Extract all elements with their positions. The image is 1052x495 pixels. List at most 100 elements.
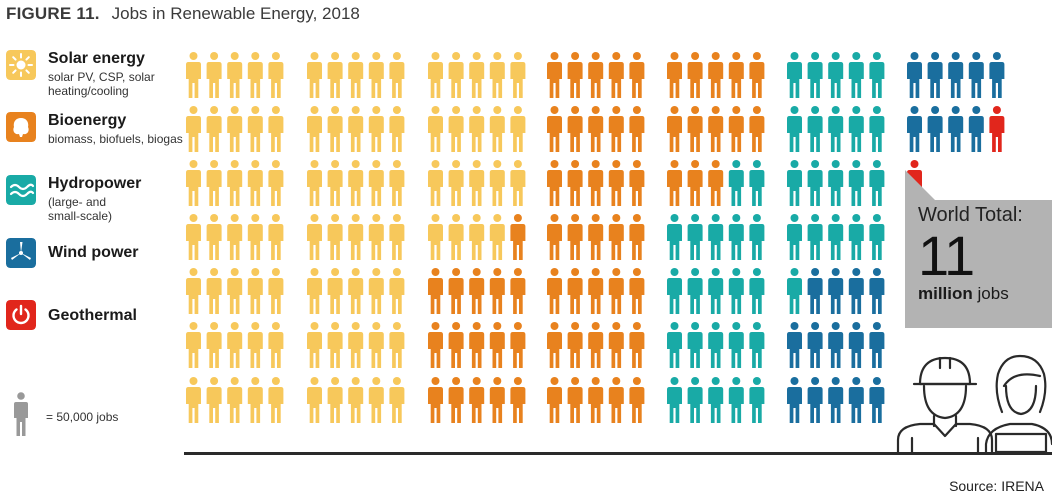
power-icon bbox=[6, 300, 36, 330]
person-icon-solar-energy bbox=[268, 52, 284, 98]
person-icon-solar-energy bbox=[247, 268, 263, 314]
person-icon-solar-energy bbox=[186, 268, 201, 314]
person-icon-solar-energy bbox=[186, 377, 201, 423]
person-icon-solar-energy bbox=[206, 160, 222, 206]
legend-name: Wind power bbox=[48, 244, 139, 261]
total-unit: million jobs bbox=[918, 284, 1052, 304]
person-icon-solar-energy bbox=[348, 322, 364, 368]
person-icon-solar-energy bbox=[307, 268, 322, 314]
person-icon-bioenergy bbox=[629, 322, 645, 368]
person-icon-solar-energy bbox=[227, 268, 243, 314]
person-icon-hydropower bbox=[728, 160, 744, 206]
person-icon-solar-energy bbox=[489, 160, 505, 206]
person-icon-hydropower bbox=[728, 322, 744, 368]
figure-title: FIGURE 11. Jobs in Renewable Energy, 2018 bbox=[6, 4, 360, 24]
person-icon-solar-energy bbox=[227, 377, 243, 423]
person-icon-hydropower bbox=[728, 214, 744, 260]
person-icon-hydropower bbox=[848, 214, 864, 260]
person-icon-bioenergy bbox=[547, 52, 562, 98]
person-icon-wind-power bbox=[907, 106, 922, 152]
person-icon-bioenergy bbox=[567, 268, 583, 314]
person-icon-solar-energy bbox=[186, 52, 201, 98]
person-icon-solar-energy bbox=[268, 322, 284, 368]
person-icon-bioenergy bbox=[448, 322, 464, 368]
person-icon-solar-energy bbox=[268, 377, 284, 423]
person-icon-bioenergy bbox=[588, 322, 604, 368]
total-unit-rest: jobs bbox=[972, 284, 1009, 303]
workers-illustration bbox=[896, 354, 1052, 452]
person-icon-solar-energy bbox=[489, 214, 505, 260]
person-icon-solar-energy bbox=[510, 160, 526, 206]
person-icon-bioenergy bbox=[567, 214, 583, 260]
person-icon-solar-energy bbox=[206, 377, 222, 423]
person-icon-wind-power bbox=[927, 52, 943, 98]
person-icon-bioenergy bbox=[588, 52, 604, 98]
person-icon-solar-energy bbox=[186, 106, 201, 152]
person-icon-bioenergy bbox=[588, 268, 604, 314]
person-icon-wind-power bbox=[807, 322, 823, 368]
person-icon-bioenergy bbox=[588, 377, 604, 423]
person-icon-solar-energy bbox=[186, 160, 201, 206]
person-icon-bioenergy bbox=[547, 106, 562, 152]
person-icon-hydropower bbox=[667, 214, 682, 260]
person-icon-wind-power bbox=[807, 268, 823, 314]
person-icon-solar-energy bbox=[206, 214, 222, 260]
person-icon-hydropower bbox=[728, 377, 744, 423]
person-icon-bioenergy bbox=[749, 106, 765, 152]
person-icon-hydropower bbox=[787, 268, 802, 314]
person-icon-solar-energy bbox=[510, 106, 526, 152]
person-icon-bioenergy bbox=[547, 160, 562, 206]
person-icon-bioenergy bbox=[708, 160, 724, 206]
person-icon-bioenergy bbox=[448, 268, 464, 314]
person-icon-solar-energy bbox=[368, 106, 384, 152]
person-icon-bioenergy bbox=[608, 106, 624, 152]
legend-name: Hydropower bbox=[48, 175, 142, 192]
person-icon-solar-energy bbox=[368, 214, 384, 260]
figure-label: FIGURE 11. bbox=[6, 4, 100, 23]
person-icon-solar-energy bbox=[327, 268, 343, 314]
person-icon-solar-energy bbox=[268, 214, 284, 260]
person-icon-solar-energy bbox=[448, 160, 464, 206]
person-icon-solar-energy bbox=[448, 214, 464, 260]
person-icon-solar-energy bbox=[307, 322, 322, 368]
person-icon-hydropower bbox=[708, 268, 724, 314]
person-icon-wind-power bbox=[828, 322, 844, 368]
person-icon-hydropower bbox=[828, 52, 844, 98]
person-icon-wind-power bbox=[948, 106, 964, 152]
legend-name: Bioenergy bbox=[48, 112, 127, 129]
person-icon-geothermal bbox=[989, 106, 1005, 152]
person-icon-wind-power bbox=[869, 377, 885, 423]
person-icon-solar-energy bbox=[348, 214, 364, 260]
person-icon-solar-energy bbox=[227, 322, 243, 368]
person-icon-wind-power bbox=[848, 322, 864, 368]
person-icon-bioenergy bbox=[428, 322, 443, 368]
person-icon-solar-energy bbox=[389, 322, 405, 368]
person-icon-bioenergy bbox=[608, 52, 624, 98]
person-icon-solar-energy bbox=[206, 52, 222, 98]
person-icon-solar-energy bbox=[247, 52, 263, 98]
person-icon-hydropower bbox=[728, 268, 744, 314]
person-icon-solar-energy bbox=[389, 377, 405, 423]
person-icon-wind-power bbox=[848, 268, 864, 314]
person-icon-wind-power bbox=[907, 52, 922, 98]
person-icon-wind-power bbox=[828, 268, 844, 314]
person-icon-bioenergy bbox=[629, 106, 645, 152]
person-icon-bioenergy bbox=[489, 322, 505, 368]
person-icon-bioenergy bbox=[629, 214, 645, 260]
person-icon-hydropower bbox=[848, 160, 864, 206]
person-icon-bioenergy bbox=[629, 377, 645, 423]
person-icon-solar-energy bbox=[268, 268, 284, 314]
person-icon-solar-energy bbox=[368, 160, 384, 206]
waves-icon bbox=[6, 175, 36, 205]
person-icon-solar-energy bbox=[368, 268, 384, 314]
person-icon-bioenergy bbox=[510, 322, 526, 368]
person-icon-solar-energy bbox=[268, 160, 284, 206]
person-icon-solar-energy bbox=[206, 268, 222, 314]
person-icon-wind-power bbox=[787, 377, 802, 423]
person-icon-solar-energy bbox=[389, 268, 405, 314]
person-icon-solar-energy bbox=[206, 106, 222, 152]
person-icon-solar-energy bbox=[227, 160, 243, 206]
person-icon-hydropower bbox=[687, 214, 703, 260]
person-icon-solar-energy bbox=[227, 52, 243, 98]
person-icon-hydropower bbox=[869, 52, 885, 98]
